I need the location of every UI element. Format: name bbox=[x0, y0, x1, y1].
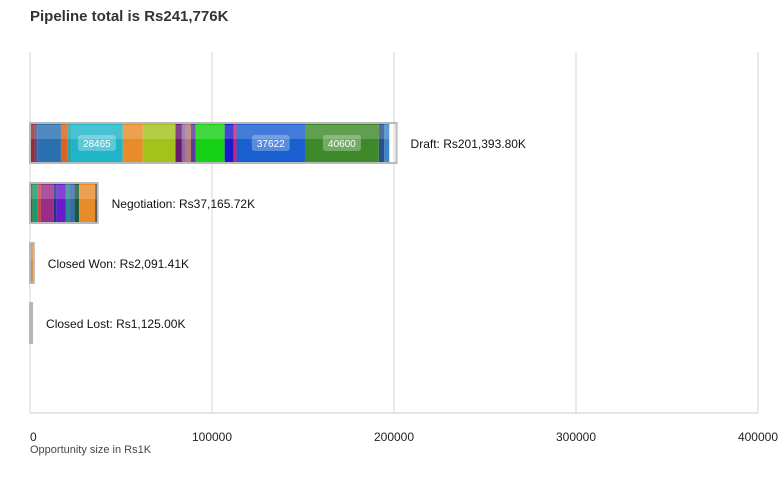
bar-total-label: Negotiation: Rs37,165.72K bbox=[112, 197, 255, 211]
x-axis-label: Opportunity size in Rs1K bbox=[30, 444, 152, 456]
x-tick-label: 0 bbox=[30, 430, 37, 444]
bar-segment-gloss bbox=[31, 245, 34, 259]
bar-segment-gloss bbox=[60, 125, 68, 139]
bar-segment-gloss bbox=[30, 305, 33, 319]
bar-segment[interactable] bbox=[70, 123, 123, 163]
bar-segment-gloss bbox=[74, 185, 80, 199]
bar-segment[interactable] bbox=[32, 183, 38, 223]
x-tick-label: 200000 bbox=[374, 430, 414, 444]
bar-total-label: Draft: Rs201,393.80K bbox=[411, 137, 526, 151]
bar-segment[interactable] bbox=[181, 123, 186, 163]
bar-segment[interactable] bbox=[37, 183, 41, 223]
bar-outline bbox=[29, 242, 35, 284]
bar-segment[interactable] bbox=[30, 303, 33, 343]
bar-outline bbox=[29, 182, 99, 224]
bar-segment-gloss bbox=[30, 185, 33, 199]
segment-label-box bbox=[77, 135, 116, 151]
bar-segment-gloss bbox=[67, 125, 71, 139]
bar-segment-gloss bbox=[224, 125, 234, 139]
bar-total-label: Closed Lost: Rs1,125.00K bbox=[46, 317, 185, 331]
bar-segment-gloss bbox=[195, 125, 225, 139]
bar-segment-gloss bbox=[185, 125, 192, 139]
x-axis-ticks: 0 100000 200000 300000 400000 bbox=[30, 430, 778, 444]
bar-segment[interactable] bbox=[67, 123, 71, 163]
bar-segment[interactable] bbox=[191, 123, 196, 163]
bar-segment-gloss bbox=[304, 125, 379, 139]
bar-segment-gloss bbox=[378, 125, 385, 139]
bar-segment[interactable] bbox=[304, 123, 379, 163]
bar-total-label: Closed Won: Rs2,091.41K bbox=[48, 257, 189, 271]
bar-segment[interactable] bbox=[224, 123, 234, 163]
bar-segment[interactable] bbox=[40, 183, 54, 223]
bar-segment[interactable] bbox=[79, 183, 96, 223]
bar-outline bbox=[29, 122, 398, 164]
bar-segment-gloss bbox=[79, 185, 96, 199]
bar-segment[interactable] bbox=[236, 123, 305, 163]
bar-outline bbox=[29, 302, 34, 344]
bar-segment[interactable] bbox=[384, 123, 390, 163]
bar-series: 28465 37622 40600 Draft: Rs201,393.80K Negot… bbox=[29, 122, 526, 344]
bar-segment-gloss bbox=[236, 125, 305, 139]
bar-segment[interactable] bbox=[175, 123, 182, 163]
bar-segment-gloss bbox=[40, 185, 54, 199]
bar-segment-gloss bbox=[233, 125, 237, 139]
bar-segment-gloss bbox=[122, 125, 143, 139]
bar-segment[interactable] bbox=[53, 183, 57, 223]
bar-segment[interactable] bbox=[34, 123, 38, 163]
segment-data-label: 40600 bbox=[328, 139, 356, 150]
bar-segment[interactable] bbox=[122, 123, 143, 163]
bar-segment[interactable] bbox=[142, 123, 176, 163]
x-tick-label: 100000 bbox=[192, 430, 232, 444]
grid-lines bbox=[29, 52, 759, 414]
bar-segment-gloss bbox=[69, 185, 75, 199]
bar-segment[interactable] bbox=[378, 123, 385, 163]
bar-segment[interactable] bbox=[65, 183, 70, 223]
bar-segment[interactable] bbox=[233, 123, 237, 163]
bar-segment-gloss bbox=[56, 185, 66, 199]
bar-draft[interactable]: 28465 37622 40600 Draft: Rs201,393.80K bbox=[29, 122, 526, 164]
segment-label-box bbox=[322, 135, 361, 151]
bar-segment-gloss bbox=[384, 125, 390, 139]
bar-segment[interactable] bbox=[30, 123, 35, 163]
bar-closed-won[interactable]: Closed Won: Rs2,091.41K bbox=[29, 242, 189, 284]
bar-segment[interactable] bbox=[60, 123, 68, 163]
bar-segment-gloss bbox=[53, 185, 57, 199]
bar-segment[interactable] bbox=[31, 243, 34, 283]
bar-segment[interactable] bbox=[37, 123, 61, 163]
bar-segment-gloss bbox=[34, 125, 38, 139]
chart-title: Pipeline total is Rs241,776K bbox=[30, 8, 229, 25]
bar-segment[interactable] bbox=[56, 183, 66, 223]
bar-segment-gloss bbox=[142, 125, 176, 139]
bar-segment-gloss bbox=[37, 125, 61, 139]
bar-segment[interactable] bbox=[74, 183, 80, 223]
segment-label-box bbox=[251, 135, 290, 151]
bar-segment-gloss bbox=[175, 125, 182, 139]
bar-segment[interactable] bbox=[185, 123, 192, 163]
bar-segment-gloss bbox=[30, 125, 35, 139]
bar-segment-gloss bbox=[32, 185, 38, 199]
bar-closed-lost[interactable]: Closed Lost: Rs1,125.00K bbox=[29, 302, 185, 344]
bar-segment[interactable] bbox=[195, 123, 225, 163]
bar-segment[interactable] bbox=[95, 183, 98, 223]
x-tick-label: 400000 bbox=[738, 430, 778, 444]
bar-segment-gloss bbox=[37, 185, 41, 199]
x-tick-label: 300000 bbox=[556, 430, 596, 444]
segment-data-label: 37622 bbox=[257, 139, 285, 150]
bar-segment-gloss bbox=[181, 125, 186, 139]
bar-negotiation[interactable]: Negotiation: Rs37,165.72K bbox=[29, 182, 255, 224]
bar-segment-gloss bbox=[95, 185, 98, 199]
segment-data-label: 28465 bbox=[83, 139, 111, 150]
bar-segment-gloss bbox=[65, 185, 70, 199]
bar-segment[interactable] bbox=[30, 183, 33, 223]
bar-segment[interactable] bbox=[69, 183, 75, 223]
bar-segment-gloss bbox=[191, 125, 196, 139]
bar-segment-gloss bbox=[70, 125, 123, 139]
